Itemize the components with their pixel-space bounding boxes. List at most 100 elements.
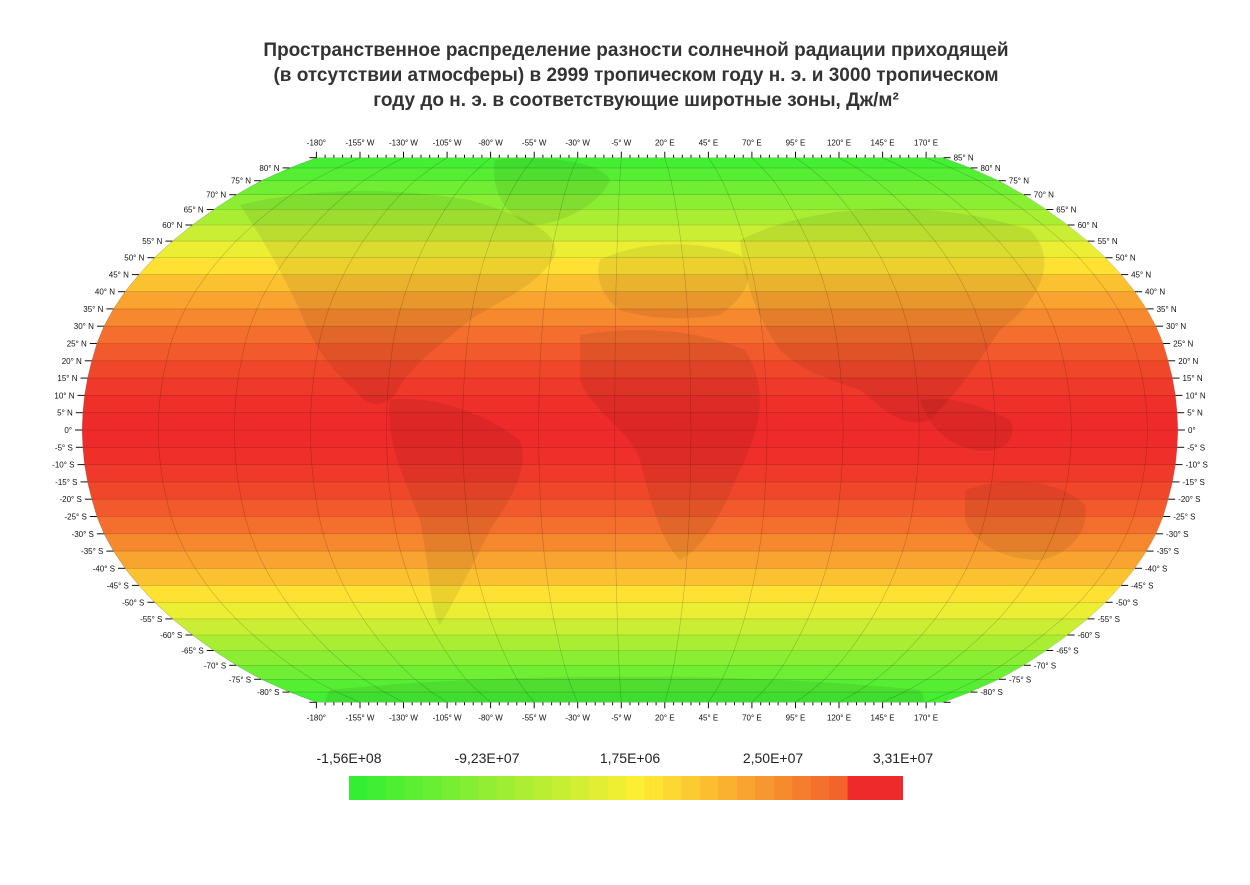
legend-swatch	[681, 776, 701, 800]
latitude-label: 5° N	[1187, 409, 1203, 418]
meridian-line	[664, 157, 692, 703]
legend-label-max: 3,31E+07	[872, 750, 934, 766]
meridian-line	[310, 157, 448, 703]
latitude-band	[82, 209, 1178, 226]
latitude-label: 50° N	[124, 254, 144, 263]
latitude-label: 30° N	[1166, 322, 1186, 331]
latitude-label: 15° N	[1183, 374, 1203, 383]
latitude-band	[82, 481, 1178, 500]
latitude-label: 40° N	[1145, 288, 1165, 297]
north-america-shape	[240, 190, 556, 405]
latitude-label: -10° S	[52, 461, 74, 470]
latitude-band	[82, 360, 1178, 379]
longitude-label: -155° W	[346, 139, 375, 148]
latitude-band	[82, 665, 1178, 680]
legend-swatch	[662, 776, 682, 800]
latitude-label: -65° S	[1056, 647, 1078, 656]
legend-label-min: -1,56E+08	[316, 750, 382, 766]
latitude-band	[82, 194, 1178, 211]
latitude-bands	[82, 157, 1178, 703]
latitude-label: 55° N	[1098, 237, 1118, 246]
longitude-label: 145° E	[871, 139, 895, 148]
latitude-label: 60° N	[1078, 221, 1098, 230]
meridian-line	[795, 157, 920, 703]
legend-swatch	[773, 776, 793, 800]
longitude-label: 20° E	[655, 713, 675, 722]
legend-label-4: 2,50E+07	[742, 750, 804, 766]
south-america-shape	[389, 399, 523, 625]
latitude-label: 10° N	[1186, 391, 1206, 400]
legend-color-bar	[349, 776, 903, 800]
latitude-label: 30° N	[74, 322, 94, 331]
latitude-band	[82, 395, 1178, 414]
africa-shape	[580, 330, 760, 560]
legend-swatch	[533, 776, 553, 800]
legend-swatch	[422, 776, 442, 800]
latitude-band	[82, 618, 1178, 636]
latitude-label: 20° N	[1178, 357, 1198, 366]
longitude-label: -105° W	[433, 139, 462, 148]
longitude-label: -5° W	[611, 713, 632, 722]
latitude-label: 25° N	[67, 340, 87, 349]
latitude-band	[82, 635, 1178, 652]
title-line-3: году до н. э. в соответствующие широтные…	[373, 90, 899, 111]
latitude-label: -60° S	[160, 631, 182, 640]
longitude-label: -55° W	[522, 139, 547, 148]
legend-label-3: 1,75E+06	[599, 750, 661, 766]
legend-swatch	[404, 776, 424, 800]
legend-swatch	[589, 776, 609, 800]
legend-swatch	[866, 776, 886, 800]
meridian-line	[386, 157, 491, 703]
latitude-band	[82, 180, 1178, 196]
meridian-line	[838, 157, 996, 703]
legend-swatch	[349, 776, 368, 800]
legend-swatch	[829, 776, 849, 800]
longitude-label: -80° W	[478, 713, 503, 722]
latitude-label: 15° N	[57, 374, 77, 383]
latitude-band	[82, 326, 1178, 345]
legend-swatch	[478, 776, 498, 800]
latitude-label: -15° S	[55, 478, 77, 487]
latitude-band	[82, 551, 1178, 569]
title-line-1: Пространственное распределение разности …	[263, 40, 1009, 61]
latitude-label: 0°	[64, 426, 72, 435]
latitude-band	[82, 412, 1178, 431]
antarctica-shape	[326, 676, 924, 703]
legend-swatch	[755, 776, 775, 800]
legend-swatch	[847, 776, 867, 800]
page-title: Пространственное распределение разности …	[0, 38, 1250, 113]
longitude-label: 120° E	[827, 139, 851, 148]
latitude-label: -55° S	[1098, 615, 1120, 624]
latitude-band	[82, 167, 1178, 182]
latitude-label: 75° N	[1009, 177, 1029, 186]
longitude-label: -130° W	[389, 139, 418, 148]
latitude-label: -80° S	[981, 688, 1003, 697]
legend-swatch	[441, 776, 461, 800]
latitude-label: 20° N	[62, 357, 82, 366]
legend-swatch	[884, 776, 903, 800]
longitude-label: -55° W	[522, 713, 547, 722]
latitude-label: -30° S	[72, 530, 94, 539]
legend-swatch	[552, 776, 572, 800]
latitude-label: -65° S	[181, 647, 203, 656]
latitude-label: -35° S	[1157, 547, 1179, 556]
longitude-label: 20° E	[655, 139, 675, 148]
latitude-band	[82, 308, 1178, 327]
longitude-label: -30° W	[565, 139, 590, 148]
latitude-label: -50° S	[122, 598, 144, 607]
latitude-label: 35° N	[1157, 305, 1177, 314]
latitude-label: 45° N	[109, 271, 129, 280]
legend-swatch	[626, 776, 645, 800]
legend-swatch	[792, 776, 812, 800]
longitude-labels-bottom: -180° -155° W -130° W -105° W -80° W -55° W -3…	[307, 713, 938, 722]
latitude-label: -25° S	[1173, 513, 1195, 522]
legend-swatch	[699, 776, 719, 800]
latitude-band	[82, 585, 1178, 603]
longitude-label: 120° E	[827, 713, 851, 722]
asia-shape	[740, 208, 1045, 423]
latitude-label: -75° S	[1009, 675, 1031, 684]
longitude-label: -130° W	[389, 713, 418, 722]
meridian-line	[157, 157, 361, 703]
greenland-shape	[494, 158, 610, 225]
